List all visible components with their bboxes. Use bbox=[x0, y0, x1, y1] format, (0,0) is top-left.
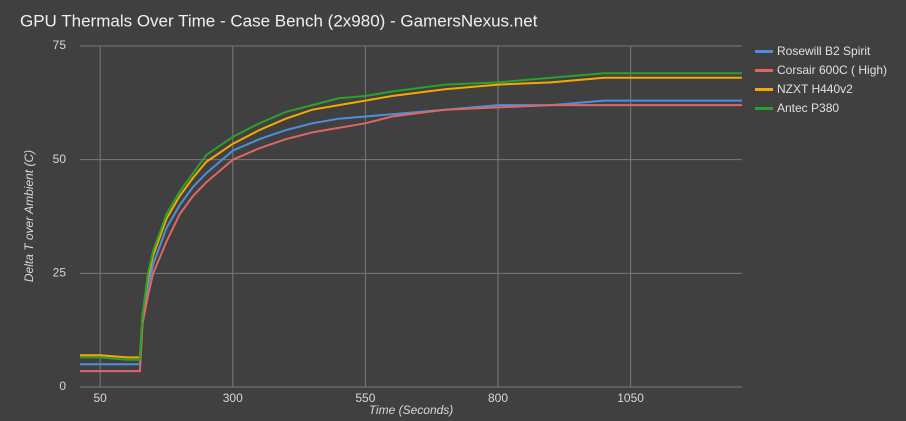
chart-title: GPU Thermals Over Time - Case Bench (2x9… bbox=[20, 11, 538, 30]
legend-swatch bbox=[755, 88, 773, 91]
x-tick-label: 300 bbox=[223, 391, 243, 405]
y-tick-label: 75 bbox=[53, 38, 67, 52]
legend: Rosewill B2 Spirit Corsair 600C ( High) NZ… bbox=[755, 44, 895, 120]
legend-swatch bbox=[755, 50, 773, 53]
legend-item: Antec P380 bbox=[755, 101, 895, 116]
y-tick-label: 50 bbox=[53, 152, 67, 166]
series-line bbox=[80, 99, 742, 366]
series-line bbox=[80, 72, 742, 361]
legend-item: Rosewill B2 Spirit bbox=[755, 44, 895, 59]
x-tick-label: 550 bbox=[355, 391, 375, 405]
legend-label: Rosewill B2 Spirit bbox=[777, 44, 871, 58]
series-line bbox=[80, 76, 742, 359]
y-tick-label: 0 bbox=[59, 379, 66, 393]
y-tick-label: 25 bbox=[53, 266, 67, 280]
x-tick-label: 1050 bbox=[617, 391, 644, 405]
y-axis-label: Delta T over Ambient (C) bbox=[22, 150, 36, 282]
legend-label: Antec P380 bbox=[777, 101, 840, 115]
x-axis-label: Time (Seconds) bbox=[369, 403, 454, 417]
x-tick-label: 50 bbox=[93, 391, 107, 405]
legend-label: Corsair 600C ( High) bbox=[777, 63, 888, 77]
legend-swatch bbox=[755, 69, 773, 72]
legend-label: NZXT H440v2 bbox=[777, 82, 853, 96]
x-tick-label: 800 bbox=[488, 391, 508, 405]
legend-item: NZXT H440v2 bbox=[755, 82, 895, 97]
series-line bbox=[80, 104, 742, 373]
legend-swatch bbox=[755, 107, 773, 110]
legend-item: Corsair 600C ( High) bbox=[755, 63, 895, 78]
